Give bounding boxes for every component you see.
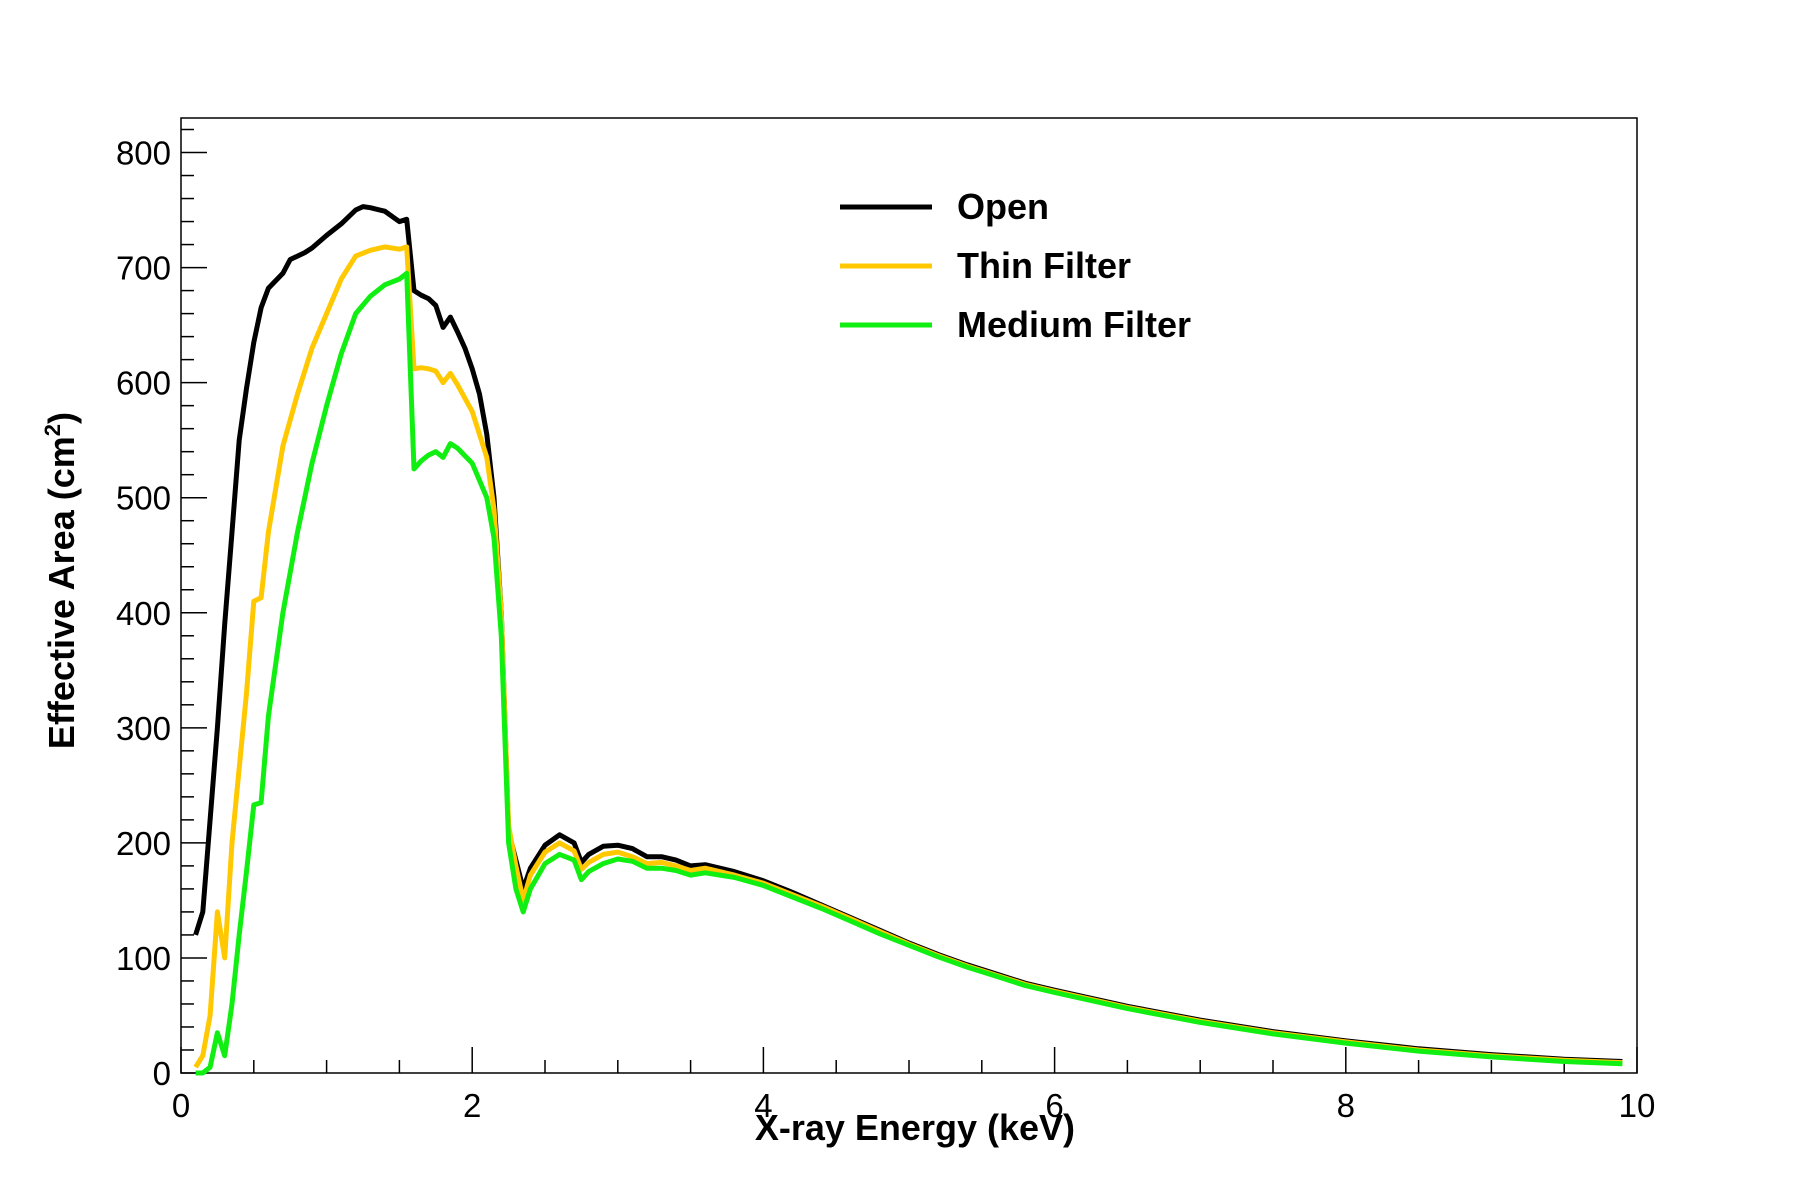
x-tick-label: 4 [754,1087,772,1124]
y-tick-label: 200 [116,825,171,862]
series-line-medium-filter [195,270,1623,1076]
plot-frame [180,117,1638,1074]
y-tick-label: 600 [116,365,171,402]
x-tick-label: 10 [1619,1087,1656,1124]
y-tick-label: 0 [153,1055,171,1092]
legend: Open Thin Filter Medium Filter [840,186,1191,345]
legend-label-open: Open [957,186,1049,227]
x-tick-label: 6 [1045,1087,1063,1124]
y-tick-label: 700 [116,250,171,287]
y-tick-label: 500 [116,480,171,517]
y-axis: 0 100 200 300 400 500 600 700 800 [116,128,207,1092]
y-tick-label: 400 [116,595,171,632]
x-axis-title: X-ray Energy (keV) [755,1107,1075,1148]
x-tick-label: 2 [463,1087,481,1124]
y-axis-title-close: ) [41,412,82,424]
x-tick-label: 0 [172,1087,190,1124]
y-axis-title-superscript: 2 [40,424,65,436]
y-axis-title: Effective Area (cm2) [40,412,82,749]
y-tick-label: 300 [116,710,171,747]
legend-label-thin-filter: Thin Filter [957,245,1131,286]
x-tick-label: 8 [1337,1087,1355,1124]
legend-label-medium-filter: Medium Filter [957,304,1191,345]
y-axis-title-main: Effective Area (cm [41,436,82,749]
y-tick-label: 100 [116,940,171,977]
x-axis: 0 2 4 6 8 10 [172,1047,1656,1124]
y-tick-label: 800 [116,135,171,172]
series-layer [193,204,1623,1076]
